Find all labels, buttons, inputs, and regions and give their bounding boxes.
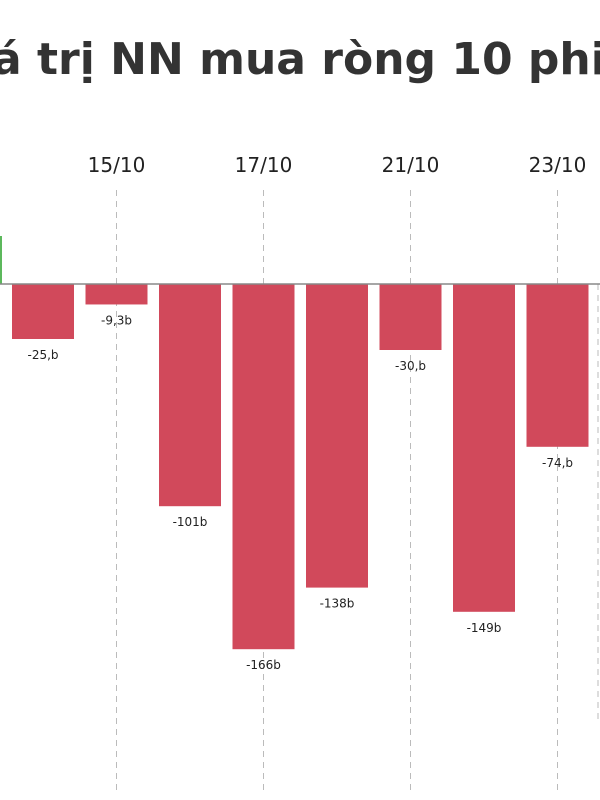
data-label: -138b bbox=[320, 597, 355, 611]
data-label: -30,b bbox=[395, 359, 426, 373]
x-tick-label: 15/10 bbox=[88, 153, 146, 177]
data-label: -9,3b bbox=[101, 313, 132, 327]
data-label: -25,b bbox=[27, 348, 58, 362]
bar bbox=[379, 284, 442, 350]
x-tick-label: 21/10 bbox=[382, 153, 440, 177]
bar bbox=[232, 284, 295, 650]
bar bbox=[159, 284, 221, 507]
bar bbox=[453, 284, 515, 612]
partial-positive-bar bbox=[0, 236, 2, 284]
chart-title: á trị NN mua ròng 10 phi bbox=[0, 34, 600, 85]
bar bbox=[306, 284, 368, 588]
bar bbox=[12, 284, 74, 339]
bar bbox=[526, 284, 589, 447]
x-tick-label: 23/10 bbox=[529, 153, 587, 177]
data-label: -101b bbox=[173, 515, 208, 529]
data-label: -149b bbox=[467, 621, 502, 635]
data-label: -74,b bbox=[542, 456, 573, 470]
data-label: -166b bbox=[246, 658, 281, 672]
x-tick-label: 17/10 bbox=[235, 153, 293, 177]
bar bbox=[85, 284, 148, 305]
